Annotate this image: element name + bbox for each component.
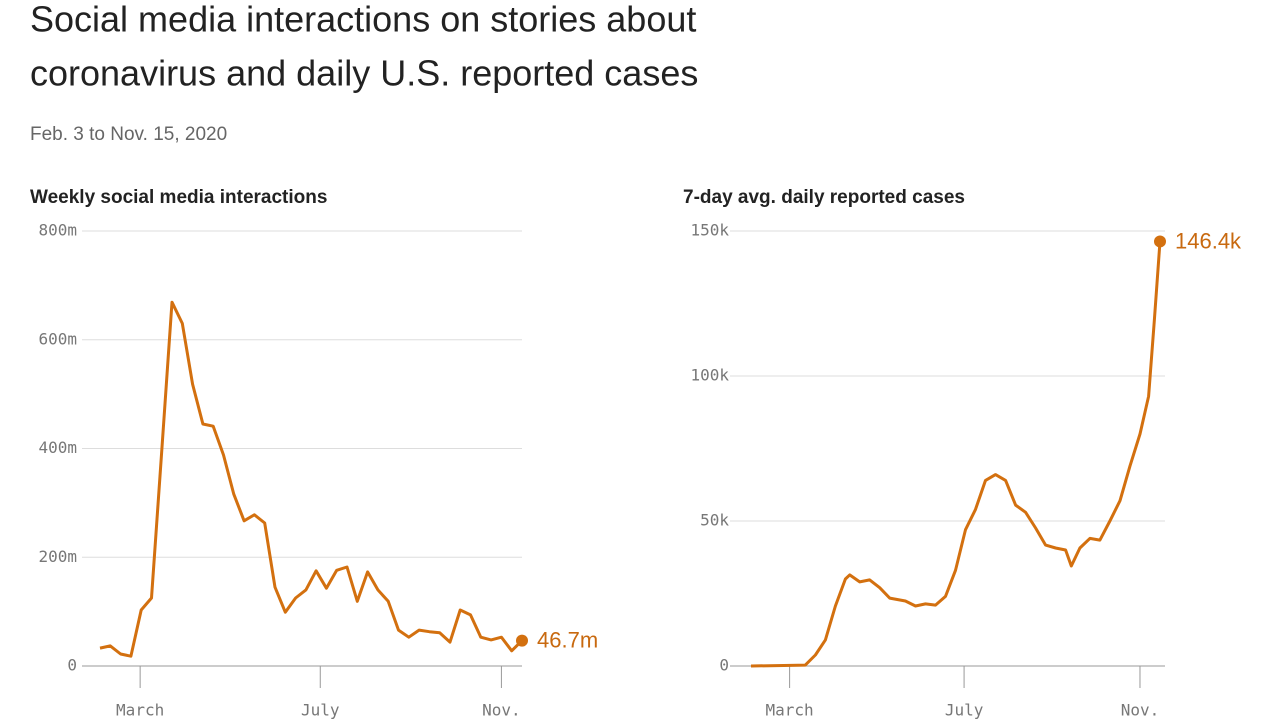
y-tick-label: 150k xyxy=(690,221,729,240)
y-tick-label: 400m xyxy=(38,438,77,457)
title-line-2: coronavirus and daily U.S. reported case… xyxy=(30,53,698,94)
data-line xyxy=(750,241,1162,668)
x-tick-label: July xyxy=(301,701,340,720)
y-tick-label: 100k xyxy=(690,366,729,385)
title-line-1: Social media interactions on stories abo… xyxy=(30,0,696,40)
subtitle: Feb. 3 to Nov. 15, 2020 xyxy=(30,124,227,145)
value-label: 46.7m xyxy=(537,627,598,652)
data-line xyxy=(99,300,524,658)
y-tick-label: 600m xyxy=(38,329,77,348)
y-tick-label: 800m xyxy=(38,221,77,240)
x-tick-label: July xyxy=(945,701,984,720)
x-tick-label: Nov. xyxy=(1121,701,1160,720)
x-tick-label: March xyxy=(116,701,164,720)
x-tick-label: March xyxy=(766,701,814,720)
y-tick-label: 0 xyxy=(67,656,77,675)
chart-title: Weekly social media interactions xyxy=(30,187,327,208)
y-tick-label: 0 xyxy=(719,656,729,675)
chart-title: 7-day avg. daily reported cases xyxy=(683,187,965,208)
end-point xyxy=(1154,235,1166,248)
y-tick-label: 200m xyxy=(38,547,77,566)
end-point xyxy=(516,634,528,647)
y-tick-label: 50k xyxy=(700,511,729,530)
x-tick-label: Nov. xyxy=(482,701,521,720)
value-label: 146.4k xyxy=(1175,228,1242,253)
